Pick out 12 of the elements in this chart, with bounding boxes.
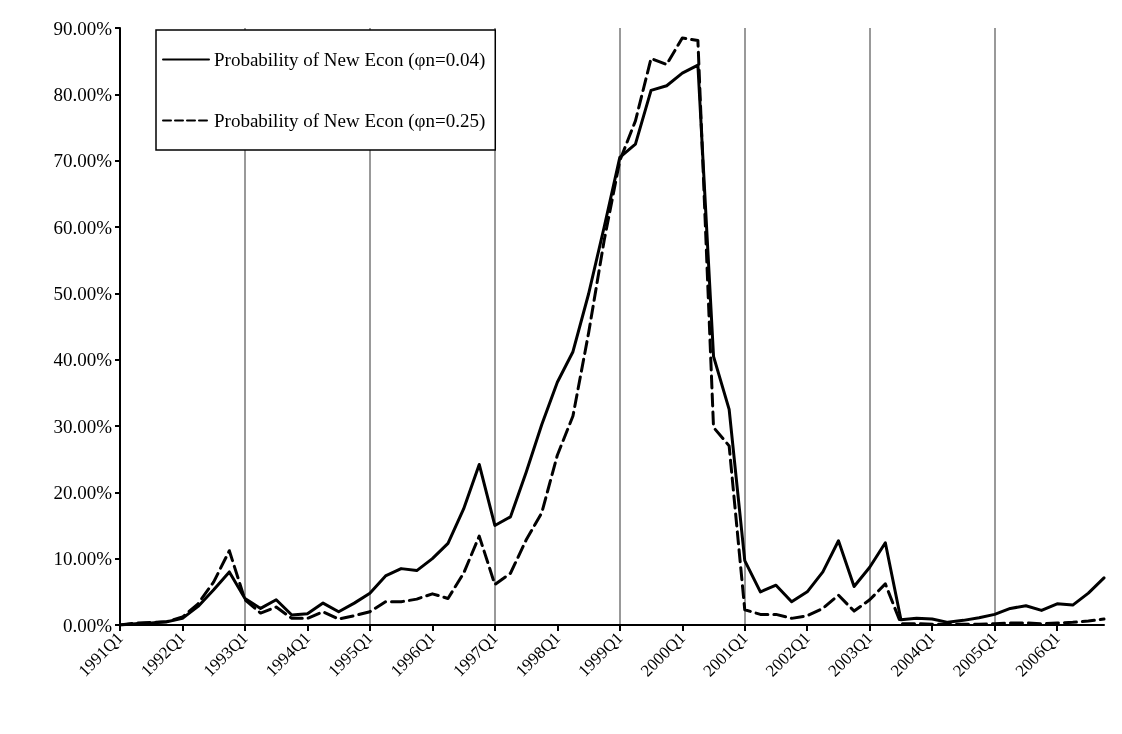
y-tick-label: 0.00% bbox=[62, 614, 113, 636]
y-tick-label: 80.00% bbox=[53, 83, 113, 105]
y-tick-label: 40.00% bbox=[53, 349, 113, 371]
y-tick-label: 60.00% bbox=[53, 216, 113, 238]
y-tick-label: 10.00% bbox=[53, 548, 113, 570]
y-tick-label: 20.00% bbox=[53, 481, 113, 503]
y-tick-label: 70.00% bbox=[53, 150, 113, 172]
y-tick-label: 50.00% bbox=[53, 282, 113, 304]
legend-label: Probability of New Econ (φn=0.04) bbox=[214, 49, 486, 71]
legend-label: Probability of New Econ (φn=0.25) bbox=[214, 110, 486, 132]
y-tick-label: 90.00% bbox=[53, 17, 113, 39]
y-tick-label: 30.00% bbox=[53, 415, 113, 437]
